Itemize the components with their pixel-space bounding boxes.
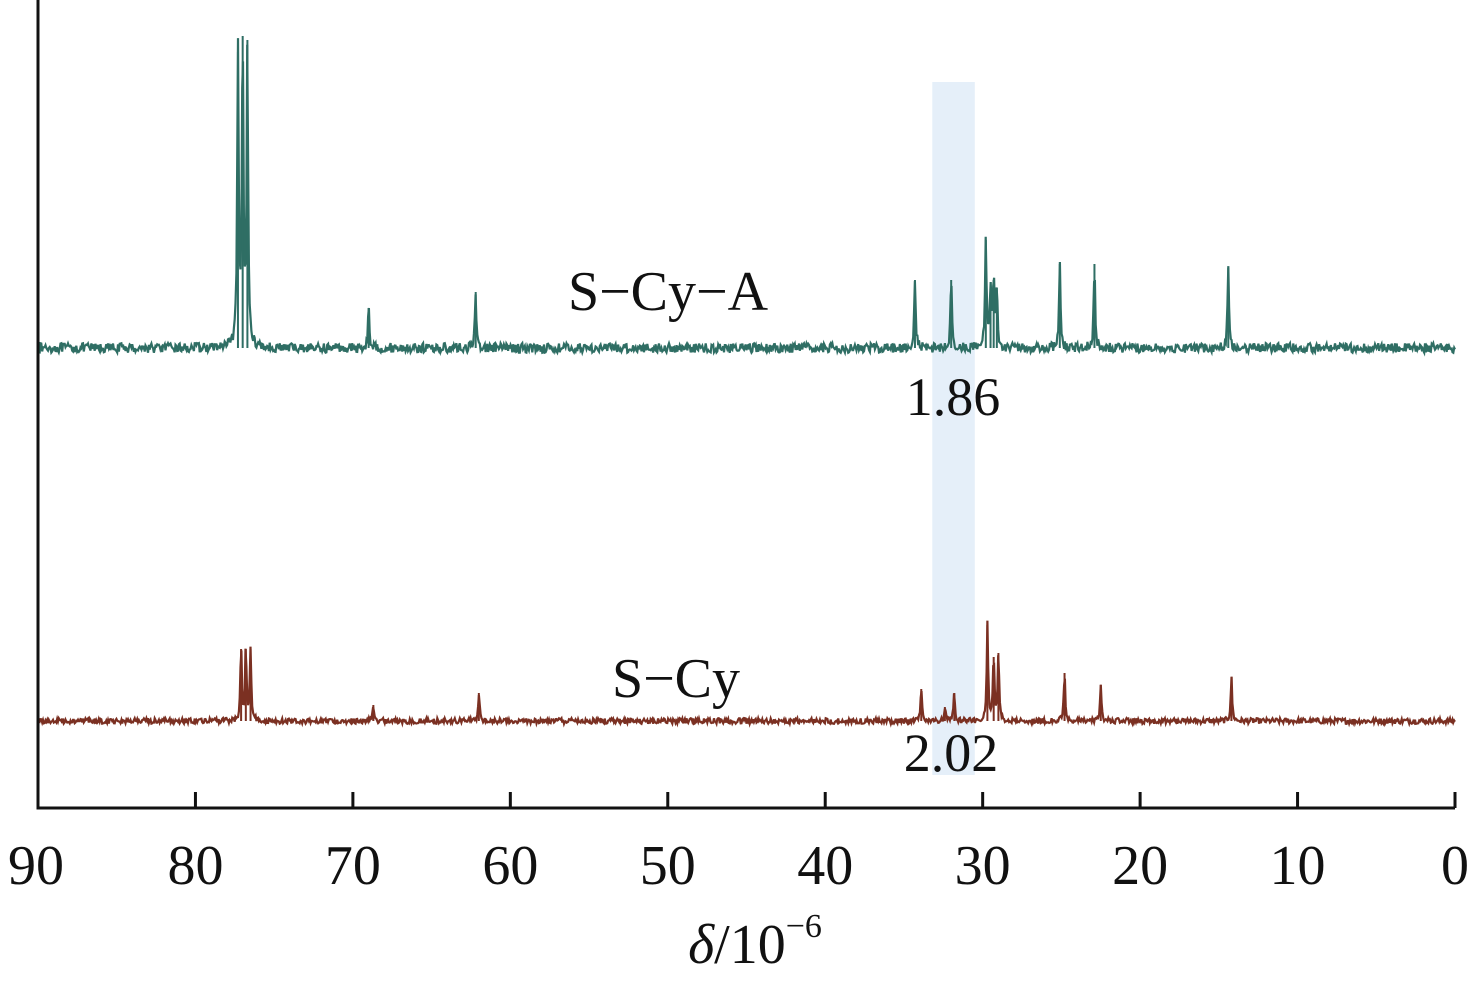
series-line-s-cy (37, 620, 1456, 728)
x-axis-title-unit: /10 (714, 914, 786, 976)
x-ticks: 90 80 70 60 50 40 30 20 10 0 (8, 792, 1469, 897)
integration-label-s-cy-a: 1.86 (906, 367, 1001, 427)
x-tick-label: 30 (955, 835, 1011, 897)
x-axis-title: δ/10−6 (688, 908, 822, 976)
x-tick-label: 40 (797, 835, 853, 897)
x-tick-label: 70 (325, 835, 381, 897)
highlight-region (932, 82, 975, 775)
x-axis-title-symbol: δ (688, 914, 715, 976)
x-tick-label: 60 (482, 835, 538, 897)
x-tick-label: 90 (8, 835, 64, 897)
x-tick-label: 20 (1112, 835, 1168, 897)
series-label-s-cy-a: S−Cy−A (568, 261, 769, 323)
series-layer (37, 36, 1456, 728)
series-line-s-cy-a (37, 38, 1456, 357)
series-label-s-cy: S−Cy (612, 648, 740, 710)
x-tick-label: 0 (1441, 835, 1469, 897)
x-axis-title-exponent: −6 (786, 908, 822, 945)
x-tick-label: 10 (1270, 835, 1326, 897)
x-tick-label: 50 (640, 835, 696, 897)
x-tick-label: 80 (167, 835, 223, 897)
integration-label-s-cy: 2.02 (904, 723, 999, 783)
